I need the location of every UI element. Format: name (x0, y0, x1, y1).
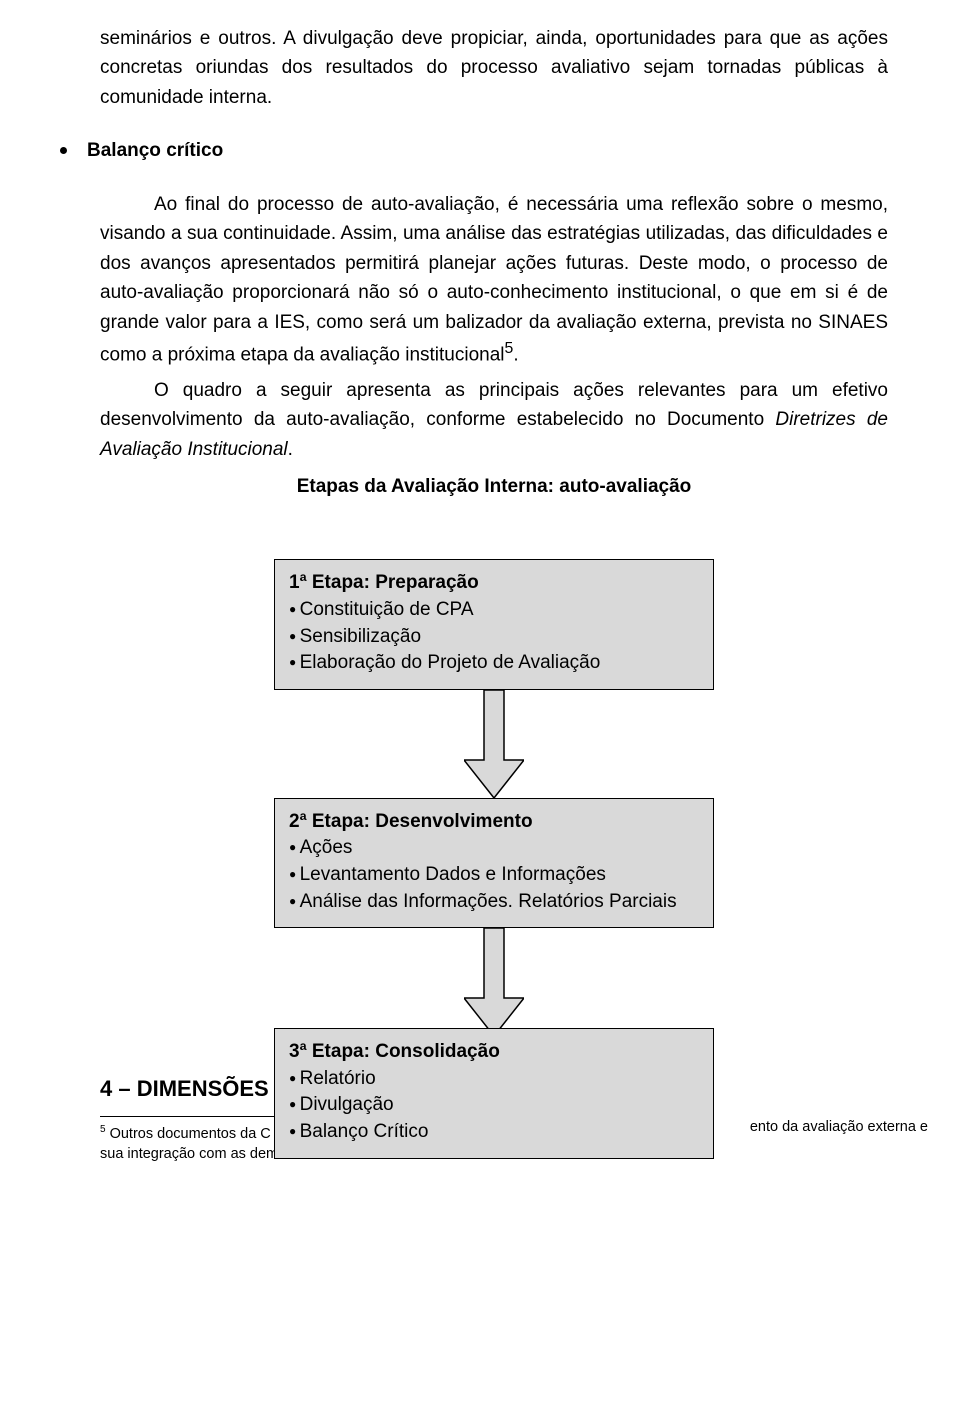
stage-1-item: Sensibilização (289, 624, 699, 651)
flow-diagram: 1ª Etapa: Preparação Constituição de CPA… (100, 559, 888, 1036)
stage-2-item: Levantamento Dados e Informações (289, 862, 699, 889)
bullet-heading-text: Balanço crítico (87, 136, 223, 165)
stage-3-item: Balanço Crítico (289, 1119, 699, 1146)
stage-3-item: Divulgação (289, 1092, 699, 1119)
stage-2-item: Ações (289, 835, 699, 862)
paragraph-3a: O quadro a seguir apresenta as principai… (100, 380, 888, 430)
paragraph-2-body: Ao final do processo de auto-avaliação, … (100, 194, 888, 366)
stage-1-title: 1ª Etapa: Preparação (289, 570, 699, 597)
stage-3-item: Relatório (289, 1066, 699, 1093)
stage-1-item: Elaboração do Projeto de Avaliação (289, 650, 699, 677)
paragraph-3: O quadro a seguir apresenta as principai… (100, 376, 888, 464)
footnote-separator (100, 1116, 280, 1117)
bottom-overlap-region: 4 – DIMENSÕES DA 5 Outros documentos da … (100, 1036, 888, 1236)
arrow-down-icon (464, 928, 524, 1036)
footnote-right-fragment: ento da avaliação externa e (750, 1116, 928, 1138)
stage-1-item: Constituição de CPA (289, 597, 699, 624)
stage-2-title: 2ª Etapa: Desenvolvimento (289, 809, 699, 836)
stage-3-box: 3ª Etapa: Consolidação Relatório Divulga… (274, 1028, 714, 1158)
stage-1-box: 1ª Etapa: Preparação Constituição de CPA… (274, 559, 714, 689)
diagram-title: Etapas da Avaliação Interna: auto-avalia… (100, 472, 888, 501)
arrow-down-icon (464, 690, 524, 798)
footnote-text-left: Outros documentos da C (106, 1126, 271, 1142)
stage-3-title: 3ª Etapa: Consolidação (289, 1039, 699, 1066)
stage-2-item: Análise das Informações. Relatórios Parc… (289, 891, 677, 912)
stage-2-box: 2ª Etapa: Desenvolvimento Ações Levantam… (274, 798, 714, 928)
paragraph-3b: . (288, 439, 293, 460)
paragraph-1: seminários e outros. A divulgação deve p… (100, 24, 888, 112)
paragraph-2-tail: . (513, 344, 518, 365)
bullet-dot-icon (60, 147, 67, 154)
paragraph-2: Ao final do processo de auto-avaliação, … (100, 190, 888, 370)
stage-3-wrap: 3ª Etapa: Consolidação Relatório Divulga… (274, 1028, 714, 1158)
footnote-ref-5: 5 (505, 340, 514, 357)
bullet-heading-row: Balanço crítico (60, 136, 888, 165)
